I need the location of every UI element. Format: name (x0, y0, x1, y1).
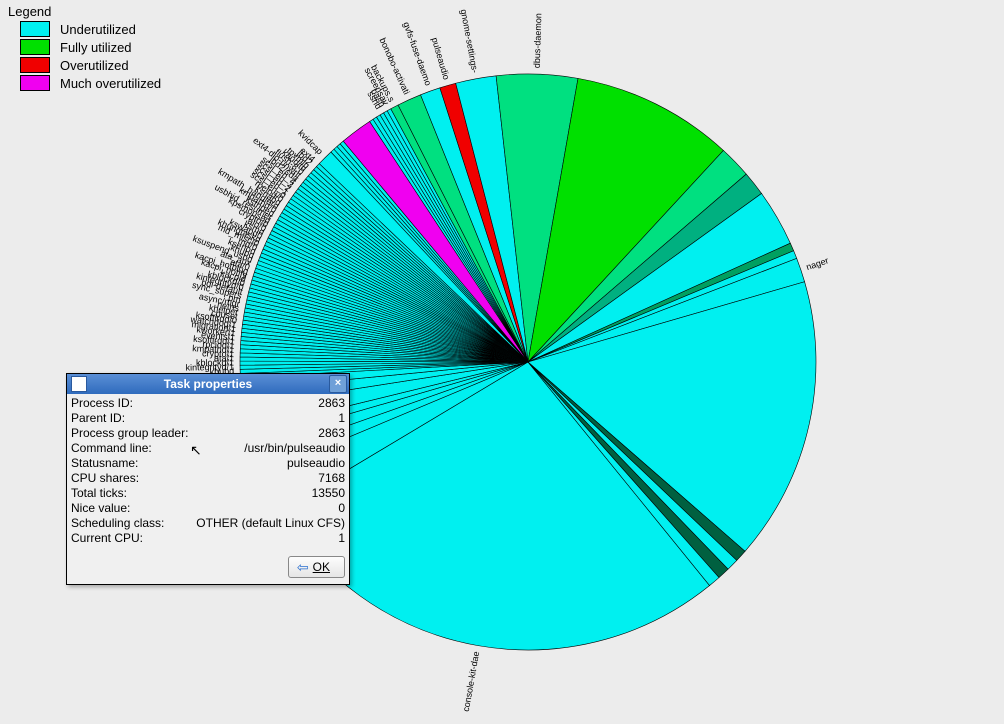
slice-label: gnome-settings- (459, 8, 481, 73)
pie-chart: console-kit-daehaldavahi-daemondbus-daem… (0, 0, 1004, 724)
slice-label: nager (805, 255, 830, 272)
task-properties-dialog: Task properties × Process ID:2863Parent … (66, 373, 350, 585)
property-key: Parent ID: (71, 411, 125, 426)
property-value: 13550 (312, 486, 345, 501)
property-row: Process group leader: 2863 (71, 426, 345, 441)
property-key: Current CPU: (71, 531, 143, 546)
property-row: Current CPU: 1 (71, 531, 345, 546)
property-row: Parent ID: 1 (71, 411, 345, 426)
property-row: Process ID: 2863 (71, 396, 345, 411)
ok-button[interactable]: ⇦ OK (288, 556, 345, 578)
property-key: Process ID: (71, 396, 133, 411)
property-key: CPU shares: (71, 471, 139, 486)
property-value: 1 (338, 531, 345, 546)
property-key: Statusname: (71, 456, 138, 471)
property-value: OTHER (default Linux CFS) (196, 516, 345, 531)
property-row: Scheduling class: OTHER (default Linux CF… (71, 516, 345, 531)
dialog-titlebar[interactable]: Task properties × (67, 374, 349, 394)
property-row: CPU shares: 7168 (71, 471, 345, 486)
property-row: Command line: /usr/bin/pulseaudio (71, 441, 345, 456)
ok-label: OK (313, 560, 330, 574)
property-value: 7168 (318, 471, 345, 486)
dialog-title: Task properties (164, 377, 252, 391)
property-value: 1 (338, 411, 345, 426)
property-value: 2863 (318, 396, 345, 411)
property-value: pulseaudio (287, 456, 345, 471)
property-row: Nice value: 0 (71, 501, 345, 516)
property-value: 0 (338, 501, 345, 516)
property-key: Scheduling class: (71, 516, 164, 531)
slice-label: pulseaudio (430, 36, 452, 81)
property-row: Total ticks: 13550 (71, 486, 345, 501)
slice-label: console-kit-dae (461, 651, 481, 713)
ok-arrow-icon: ⇦ (297, 561, 309, 573)
dialog-body: Process ID:2863Parent ID:1Process group … (67, 394, 349, 550)
property-key: Nice value: (71, 501, 130, 516)
close-icon[interactable]: × (329, 375, 347, 393)
property-value: 2863 (318, 426, 345, 441)
property-key: Total ticks: (71, 486, 127, 501)
property-value: /usr/bin/pulseaudio (244, 441, 345, 456)
property-key: Process group leader: (71, 426, 188, 441)
property-key: Command line: (71, 441, 152, 456)
property-row: Statusname: pulseaudio (71, 456, 345, 471)
window-icon (71, 376, 87, 392)
slice-label: dbus-daemon (532, 13, 544, 68)
